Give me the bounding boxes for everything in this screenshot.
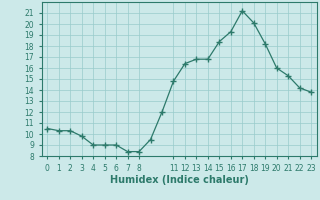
X-axis label: Humidex (Indice chaleur): Humidex (Indice chaleur) <box>110 175 249 185</box>
